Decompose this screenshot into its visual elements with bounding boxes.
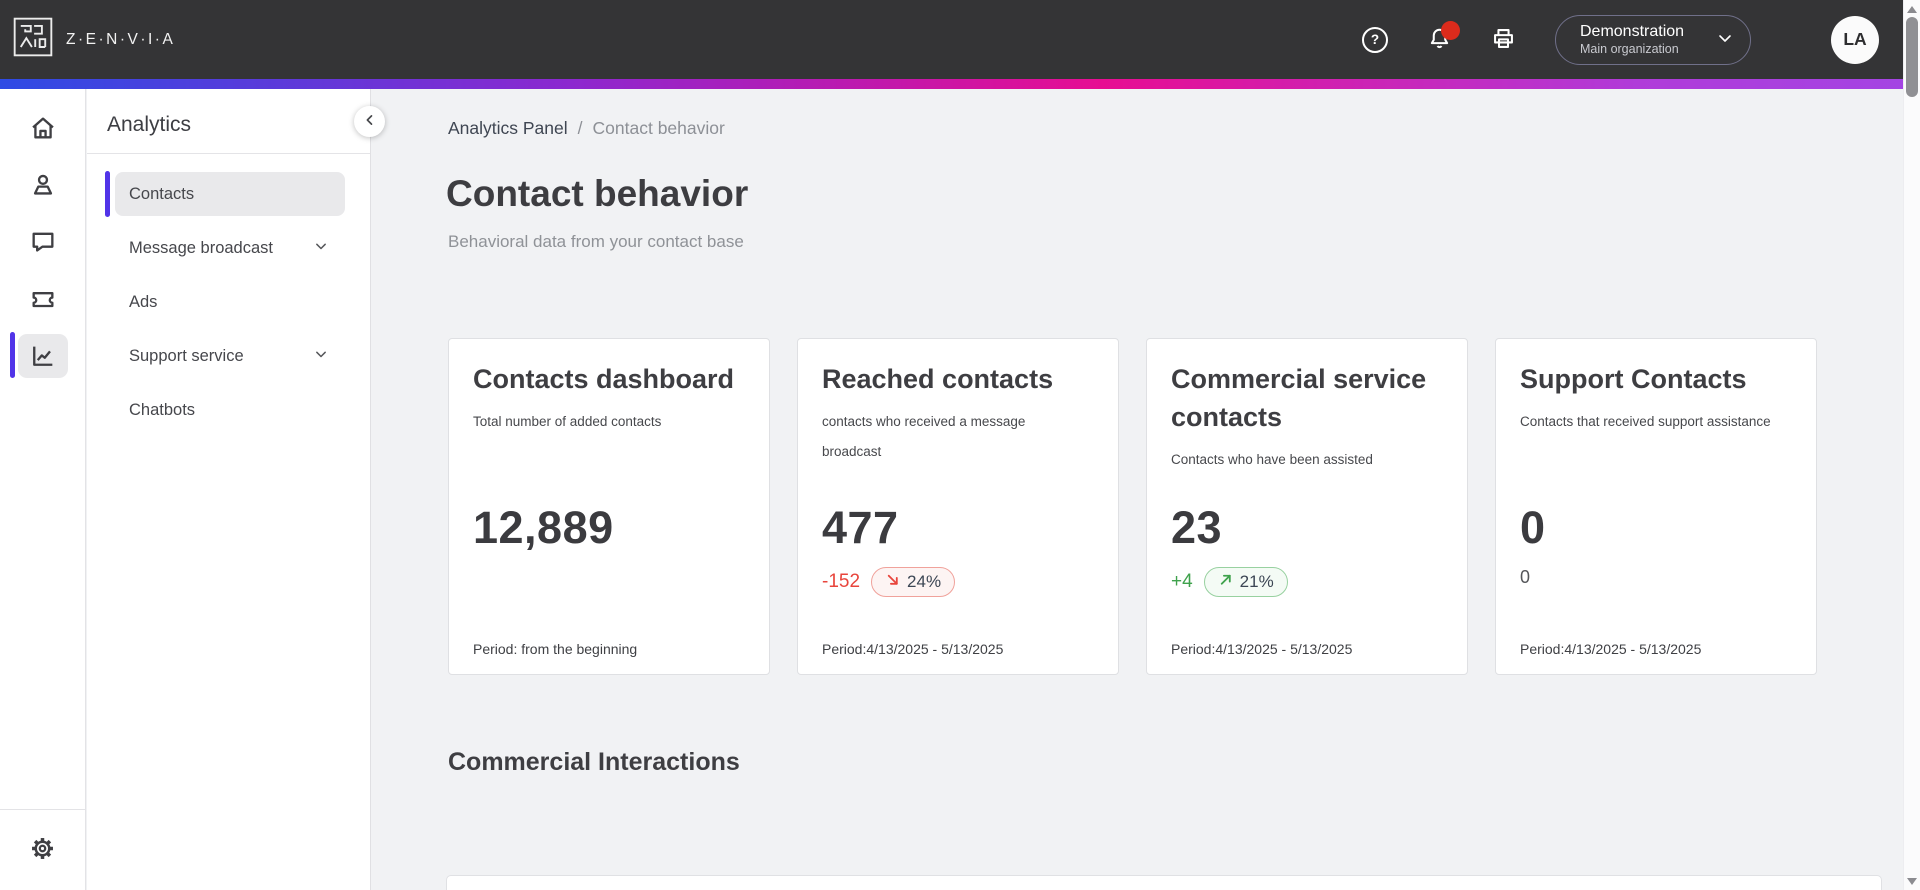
sidebar-item-contacts[interactable]: Contacts: [105, 171, 345, 217]
brand-gradient-strip: [0, 79, 1903, 89]
top-bar: Z·E·N·V·I·A ?: [0, 0, 1903, 79]
card-value: 12,889: [473, 502, 614, 553]
sidebar-item-label: Contacts: [129, 184, 195, 203]
line-chart-icon: [17, 333, 68, 378]
panel-divider: [87, 153, 370, 154]
delta-value: 0: [1520, 567, 1531, 587]
card-value: 23: [1171, 502, 1223, 553]
help-icon: ?: [1362, 26, 1388, 53]
rail-item-contacts[interactable]: [0, 156, 85, 213]
sidebar-item-label: Support service: [129, 346, 244, 365]
card-title: Reached contacts: [822, 364, 1054, 394]
trend-percent: 21%: [1239, 572, 1274, 591]
sidebar-item-chatbots[interactable]: Chatbots: [115, 388, 345, 432]
org-switcher-org: Main organization: [1580, 41, 1679, 56]
rail-item-home[interactable]: [0, 99, 85, 156]
rail-item-settings[interactable]: [18, 826, 68, 870]
page-title: Contact behavior: [446, 173, 749, 214]
chevron-left-icon: [361, 111, 379, 132]
rail-item-campaigns[interactable]: [0, 270, 85, 327]
trend-percent: 24%: [907, 572, 942, 591]
breadcrumb-current: Contact behavior: [592, 118, 725, 138]
card-support-contacts: Support Contacts Contacts that received …: [1495, 338, 1817, 675]
section-heading: Commercial Interactions: [448, 748, 740, 776]
card-period: Period:4/13/2025 - 5/13/2025: [822, 641, 1004, 657]
trend-up-icon: [1218, 572, 1233, 592]
card-period: Period: from the beginning: [473, 641, 638, 657]
trend-badge: 24%: [871, 567, 956, 597]
page-subtitle: Behavioral data from your contact base: [448, 232, 744, 251]
scrollbar-down-arrow[interactable]: [1906, 878, 1917, 885]
card-value: 477: [822, 502, 899, 553]
notifications-button[interactable]: [1425, 20, 1460, 54]
breadcrumb-analytics-panel[interactable]: Analytics Panel: [448, 118, 568, 138]
chevron-down-icon: [311, 236, 331, 261]
sidebar-item-message-broadcast[interactable]: Message broadcast: [115, 226, 345, 270]
card-delta-row: -152 24%: [822, 567, 956, 597]
printer-icon: [1490, 25, 1517, 55]
card-description: Total number of added contacts: [473, 414, 662, 429]
main-content: Analytics Panel / Contact behavior Conta…: [371, 89, 1903, 890]
card-period: Period:4/13/2025 - 5/13/2025: [1520, 641, 1702, 657]
gear-icon: [18, 826, 68, 870]
unread-notification-dot: [1441, 20, 1460, 40]
sidebar-item-support-service[interactable]: Support service: [115, 334, 345, 378]
brand: Z·E·N·V·I·A: [13, 17, 175, 62]
card-description: contacts who received a message broadcas…: [822, 414, 1026, 459]
org-switcher[interactable]: Demonstration Main organization: [1555, 14, 1751, 65]
icon-rail: [0, 89, 86, 890]
card-title: Commercial service contacts: [1171, 364, 1427, 432]
card-contacts-dashboard: Contacts dashboard Total number of added…: [448, 338, 770, 675]
sidebar-item-ads[interactable]: Ads: [115, 280, 345, 324]
analytics-panel: Analytics Contacts Message broadcast Ads…: [87, 89, 371, 890]
card-title: Contacts dashboard: [473, 364, 735, 394]
metric-cards-row: Contacts dashboard Total number of added…: [448, 338, 1817, 675]
home-icon: [18, 106, 68, 150]
trend-down-icon: [885, 572, 900, 592]
zenvia-logo-icon: [13, 17, 53, 62]
panel-nav: Contacts Message broadcast Ads Support s…: [87, 171, 370, 442]
help-button[interactable]: ?: [1361, 26, 1389, 54]
card-value: 0: [1520, 502, 1546, 553]
delta-value: -152: [822, 571, 861, 592]
panel-title: Analytics: [107, 113, 192, 136]
card-period: Period:4/13/2025 - 5/13/2025: [1171, 641, 1353, 657]
commercial-interactions-card: [446, 875, 1882, 890]
top-actions: ?: [1361, 14, 1879, 65]
card-title: Support Contacts: [1520, 364, 1747, 394]
org-switcher-name: Demonstration: [1580, 22, 1685, 40]
trend-badge: 21%: [1203, 567, 1288, 597]
rail-item-analytics[interactable]: [0, 327, 85, 384]
rail-settings-area: [0, 809, 85, 890]
breadcrumb-separator: /: [577, 118, 583, 138]
collapse-panel-button[interactable]: [354, 106, 385, 137]
scrollbar-up-arrow[interactable]: [1906, 6, 1917, 13]
card-delta-row: +4 21%: [1171, 567, 1288, 597]
rail-item-conversations[interactable]: [0, 213, 85, 270]
page-scrollbar[interactable]: [1903, 0, 1920, 890]
print-button[interactable]: [1489, 26, 1517, 54]
person-icon: [18, 163, 68, 207]
chat-bubble-icon: [18, 220, 68, 264]
card-commercial-service-contacts: Commercial service contacts Contacts who…: [1146, 338, 1468, 675]
scrollbar-thumb[interactable]: [1906, 17, 1918, 97]
delta-value: +4: [1171, 571, 1193, 592]
card-description: Contacts who have been assisted: [1171, 452, 1373, 467]
card-reached-contacts: Reached contacts contacts who received a…: [797, 338, 1119, 675]
ticket-icon: [18, 277, 68, 321]
brand-wordmark: Z·E·N·V·I·A: [66, 30, 176, 48]
breadcrumb: Analytics Panel / Contact behavior: [448, 118, 725, 139]
chevron-down-icon: [1713, 26, 1737, 53]
avatar[interactable]: LA: [1831, 15, 1879, 64]
sidebar-item-label: Ads: [129, 292, 158, 311]
card-description: Contacts that received support assistanc…: [1520, 414, 1771, 429]
chevron-down-icon: [311, 344, 331, 369]
sidebar-item-label: Chatbots: [129, 400, 196, 419]
sidebar-item-label: Message broadcast: [129, 238, 273, 257]
card-delta-row: 0: [1520, 567, 1530, 588]
